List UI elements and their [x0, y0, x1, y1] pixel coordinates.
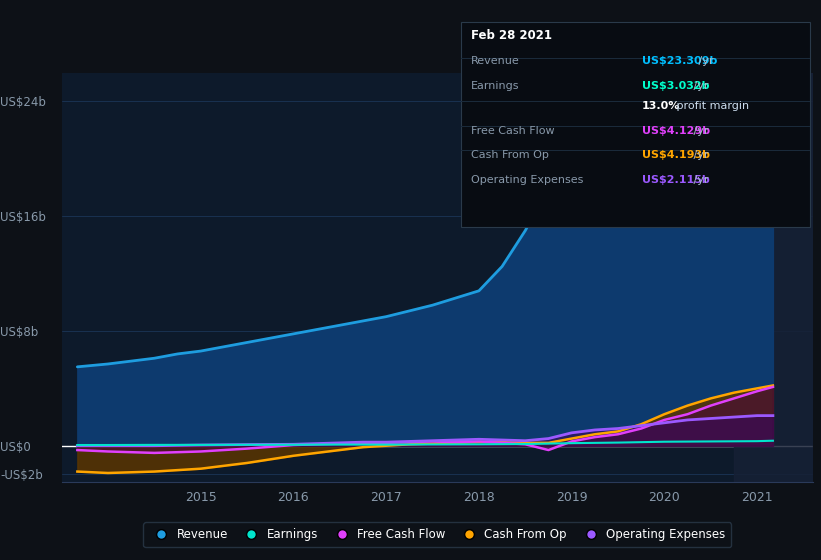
- Text: US$23.309b: US$23.309b: [642, 56, 718, 66]
- Text: profit margin: profit margin: [673, 101, 750, 111]
- Text: US$3.032b: US$3.032b: [642, 81, 709, 91]
- Text: /yr: /yr: [695, 56, 714, 66]
- Text: US$2.115b: US$2.115b: [642, 175, 710, 185]
- Text: /yr: /yr: [690, 150, 709, 160]
- Text: /yr: /yr: [690, 126, 709, 136]
- Text: Feb 28 2021: Feb 28 2021: [471, 29, 553, 42]
- Text: Revenue: Revenue: [471, 56, 520, 66]
- Bar: [734, 73, 813, 482]
- Text: US$4.129b: US$4.129b: [642, 126, 710, 136]
- Legend: Revenue, Earnings, Free Cash Flow, Cash From Op, Operating Expenses: Revenue, Earnings, Free Cash Flow, Cash …: [144, 522, 731, 547]
- Text: Free Cash Flow: Free Cash Flow: [471, 126, 555, 136]
- Text: /yr: /yr: [690, 81, 709, 91]
- Text: US$4.193b: US$4.193b: [642, 150, 710, 160]
- Text: /yr: /yr: [690, 175, 709, 185]
- Text: Operating Expenses: Operating Expenses: [471, 175, 584, 185]
- Text: Cash From Op: Cash From Op: [471, 150, 549, 160]
- Text: Earnings: Earnings: [471, 81, 520, 91]
- Text: 13.0%: 13.0%: [642, 101, 681, 111]
